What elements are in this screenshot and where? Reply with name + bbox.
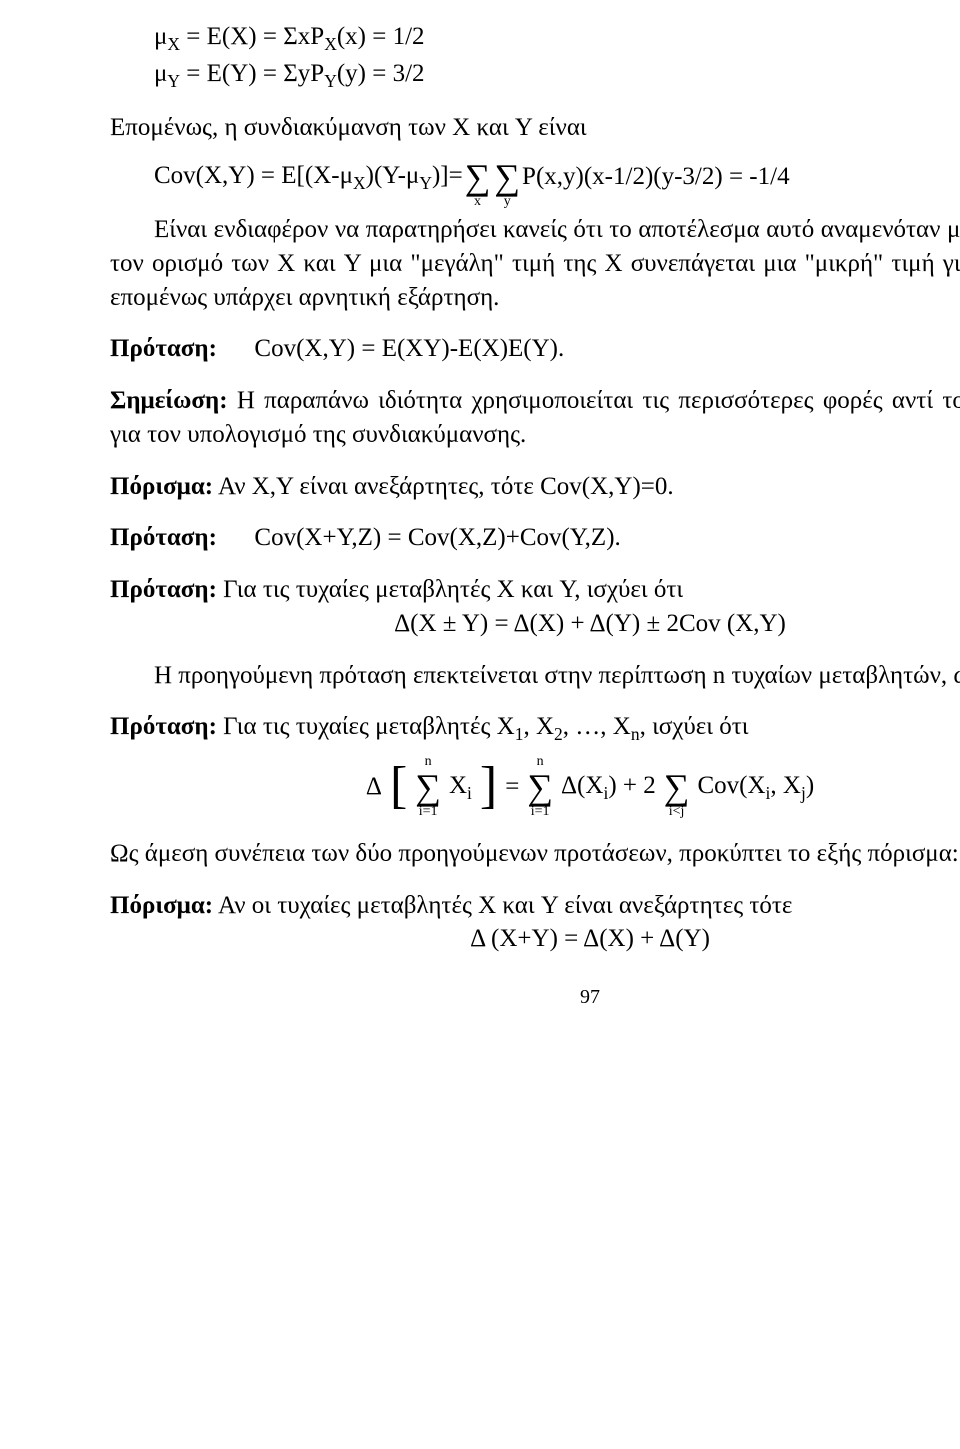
equation-mu-y: μY = Ε(Y) = ΣyPY(y) = 3/2 <box>154 57 960 94</box>
sigma-y: ∑ y <box>492 145 522 209</box>
paragraph-intro: Επομένως, η συνδιακύμανση των X και Y εί… <box>110 111 960 145</box>
corollary-2: Πόρισμα: Αν οι τυχαίες μεταβλητές X και … <box>110 889 960 923</box>
proposition-2: Πρόταση: Cov(X+Y,Z) = Cov(X,Z)+Cov(Y,Z). <box>110 521 960 555</box>
paragraph-observation: Είναι ενδιαφέρον να παρατηρήσει κανείς ό… <box>110 213 960 314</box>
equation-covariance: Cov(X,Y) = E[(X-μX)(Y-μY)]= ∑ x ∑ y P(x,… <box>154 145 960 209</box>
proposition-3-equation: Δ(X ± Y) = Δ(X) + Δ(Y) ± 2Cov (X,Y) <box>110 607 960 641</box>
sigma-x: ∑ x <box>463 145 493 209</box>
proposition-4: Πρόταση: Για τις τυχαίες μεταβλητές X1, … <box>110 710 960 747</box>
proposition-3: Πρόταση: Για τις τυχαίες μεταβλητές X κα… <box>110 573 960 607</box>
paragraph-extension: Η προηγούμενη πρόταση επεκτείνεται στην … <box>110 659 960 693</box>
proposition-1: Πρόταση: Cov(X,Y) = E(XY)-E(X)E(Y). <box>110 332 960 366</box>
proposition-4-equation: Δ [ n ∑ i=1 Xi ] = n ∑ i=1 Δ(Xi) + 2 ∑ i… <box>110 755 960 819</box>
corollary-1: Πόρισμα: Αν X,Y είναι ανεξάρτητες, τότε … <box>110 470 960 504</box>
note: Σημείωση: Η παραπάνω ιδιότητα χρησιμοποι… <box>110 384 960 452</box>
corollary-2-equation: Δ (X+Y) = Δ(X) + Δ(Y) <box>110 922 960 956</box>
page-number: 97 <box>110 984 960 1011</box>
paragraph-consequence: Ως άμεση συνέπεια των δύο προηγούμενων π… <box>110 837 960 871</box>
equation-mu-x: μX = Ε(Χ) = ΣxPX(x) = 1/2 <box>154 20 960 57</box>
